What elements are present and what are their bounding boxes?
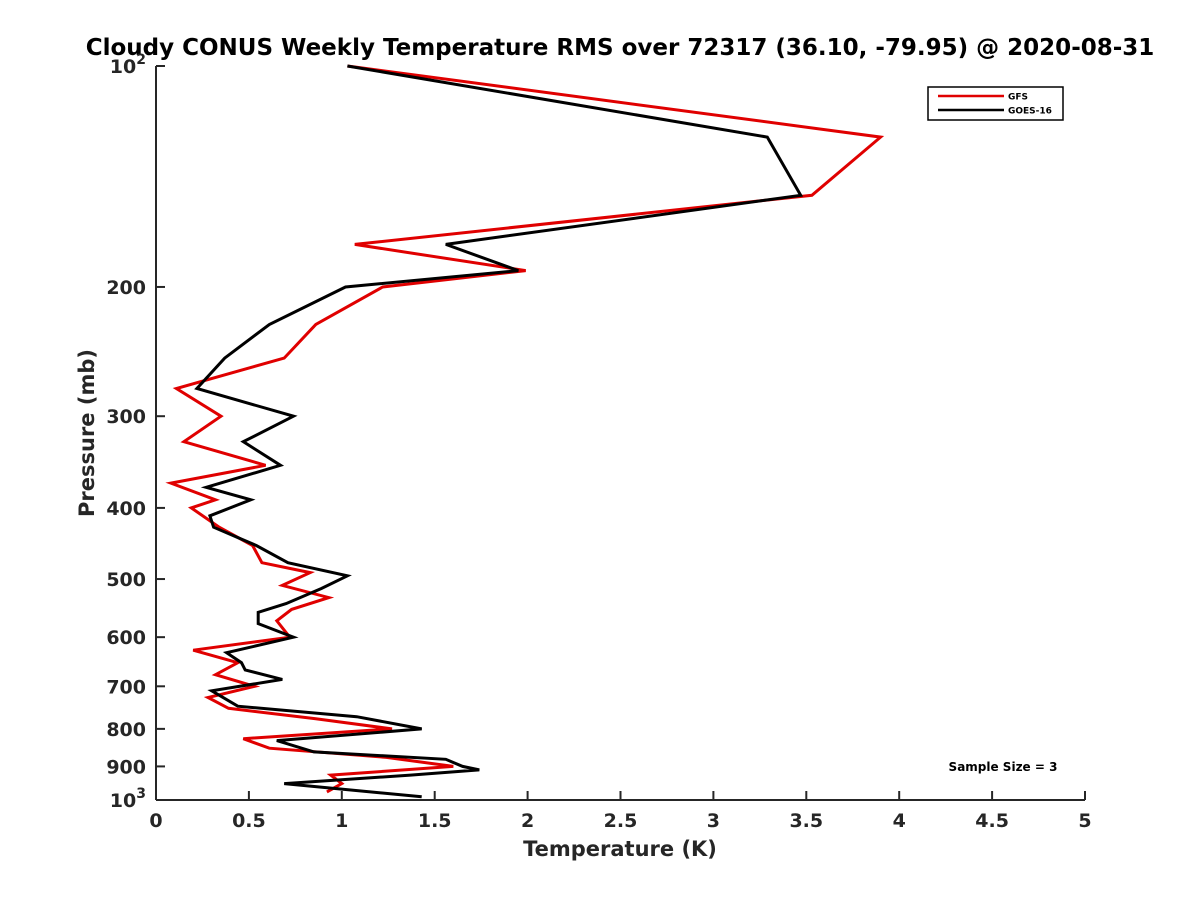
x-tick-label: 0 [149, 810, 162, 832]
x-axis-label: Temperature (K) [523, 837, 717, 861]
series-line-goes-16 [194, 64, 804, 799]
x-tick-label: 3.5 [789, 810, 823, 832]
legend-label: GFS [1008, 93, 1028, 103]
y-tick-label: 300 [106, 406, 146, 428]
x-tick-label: 5 [1078, 810, 1091, 832]
y-tick-label: 103 [110, 786, 146, 812]
x-tick-label: 0.5 [232, 810, 266, 832]
y-tick-label: 900 [106, 756, 146, 778]
axes: 0 0.5 1 1.5 2 2.5 3 3.5 4 4.5 5 102 200 300 400 500 600 7… [106, 52, 1091, 832]
x-tick-label: 4 [893, 810, 906, 832]
x-tick-label: 4.5 [975, 810, 1009, 832]
x-tick-label: 1.5 [418, 810, 452, 832]
y-tick-label: 500 [106, 569, 146, 591]
x-tick-label: 2 [521, 810, 534, 832]
legend-label: GOES-16 [1008, 107, 1052, 117]
series-line-gfs [165, 64, 885, 794]
series-layer [165, 64, 885, 799]
y-tick-label: 800 [106, 719, 146, 741]
y-tick-label: 700 [106, 676, 146, 698]
y-tick-label: 600 [106, 627, 146, 649]
x-tick-label: 2.5 [604, 810, 638, 832]
sample-size-annotation: Sample Size = 3 [949, 760, 1058, 774]
legend-box [927, 86, 1064, 121]
chart-title: Cloudy CONUS Weekly Temperature RMS over… [86, 35, 1155, 61]
y-tick-label: 200 [106, 277, 146, 299]
x-tick-label: 1 [335, 810, 348, 832]
legend: GFS GOES-16 [927, 86, 1064, 121]
y-tick-label: 102 [110, 52, 146, 78]
y-tick-label: 400 [106, 498, 146, 520]
y-axis-label: Pressure (mb) [75, 349, 99, 517]
x-tick-label: 3 [707, 810, 720, 832]
